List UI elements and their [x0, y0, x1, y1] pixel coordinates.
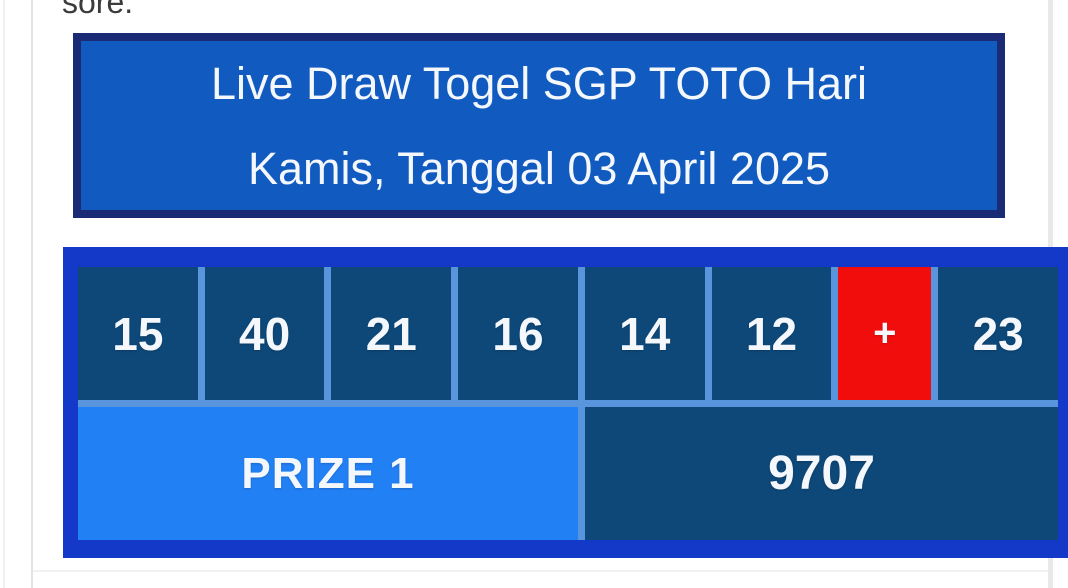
banner-title-line1: Live Draw Togel SGP TOTO Hari: [210, 57, 868, 109]
number-cell-4: 16: [458, 267, 578, 400]
result-table: 15 40 21 16 14 12 + 23 PRIZE 1 9707: [63, 247, 1068, 558]
page-edge-line: [3, 0, 5, 588]
section-divider: [33, 570, 1048, 572]
number-cell-2: 40: [204, 267, 325, 400]
prize-value: 9707: [585, 407, 1058, 540]
plus-cell: +: [838, 267, 932, 400]
number-cell-7: 23: [938, 267, 1059, 400]
prize-label: PRIZE 1: [78, 407, 578, 540]
number-cell-6: 12: [711, 267, 832, 400]
result-table-grid: 15 40 21 16 14 12 + 23 PRIZE 1 9707: [78, 267, 1059, 540]
draw-title-banner: Live Draw Togel SGP TOTO Hari Kamis, Tan…: [73, 33, 1005, 218]
number-cell-1: 15: [78, 267, 198, 400]
paragraph-tail-text: sore.: [62, 0, 134, 20]
number-cell-5: 14: [584, 267, 705, 400]
content-card-left-border: [31, 0, 33, 588]
number-cell-3: 21: [331, 267, 452, 400]
numbers-row: 15 40 21 16 14 12 + 23: [78, 267, 1059, 400]
banner-title-line2: Kamis, Tanggal 03 April 2025: [247, 142, 831, 194]
prize-row: PRIZE 1 9707: [78, 407, 1058, 540]
